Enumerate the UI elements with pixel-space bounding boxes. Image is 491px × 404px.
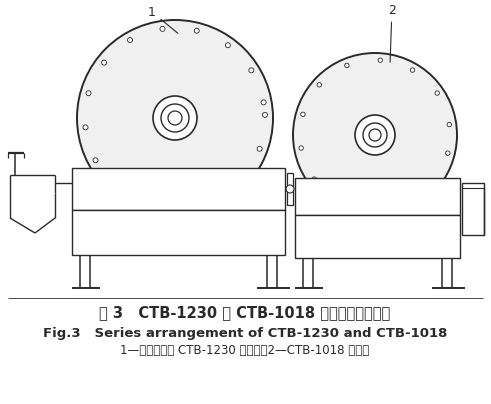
Circle shape bbox=[145, 201, 150, 206]
Bar bbox=[295, 178, 460, 215]
Circle shape bbox=[430, 181, 435, 185]
Circle shape bbox=[93, 158, 98, 163]
Circle shape bbox=[194, 28, 199, 33]
Circle shape bbox=[378, 58, 382, 62]
Circle shape bbox=[357, 200, 393, 236]
Circle shape bbox=[160, 26, 165, 32]
Circle shape bbox=[445, 151, 450, 156]
Text: 2: 2 bbox=[388, 4, 396, 62]
Circle shape bbox=[365, 233, 385, 253]
Circle shape bbox=[370, 238, 380, 248]
Circle shape bbox=[369, 129, 381, 141]
Circle shape bbox=[370, 213, 380, 223]
Circle shape bbox=[447, 122, 451, 127]
Circle shape bbox=[102, 60, 107, 65]
Circle shape bbox=[345, 63, 349, 67]
Circle shape bbox=[83, 125, 88, 130]
Circle shape bbox=[364, 207, 386, 229]
Circle shape bbox=[170, 235, 180, 245]
Circle shape bbox=[338, 199, 342, 204]
Circle shape bbox=[249, 68, 254, 73]
Bar bbox=[72, 168, 285, 210]
Circle shape bbox=[293, 53, 457, 217]
Circle shape bbox=[168, 111, 182, 125]
Circle shape bbox=[300, 112, 305, 116]
Text: 图 3   CTB-1230 与 CTB-1018 磁选机串联配置图: 图 3 CTB-1230 与 CTB-1018 磁选机串联配置图 bbox=[99, 305, 391, 320]
Circle shape bbox=[240, 176, 245, 181]
Circle shape bbox=[257, 146, 262, 151]
Circle shape bbox=[115, 185, 120, 189]
Circle shape bbox=[225, 43, 230, 48]
Bar bbox=[295, 215, 460, 258]
Circle shape bbox=[86, 90, 91, 96]
Circle shape bbox=[286, 185, 294, 193]
Circle shape bbox=[370, 208, 375, 212]
Circle shape bbox=[76, 182, 84, 190]
Text: 1—专门设计的 CTB-1230 磁选机；2—CTB-1018 磁选机: 1—专门设计的 CTB-1230 磁选机；2—CTB-1018 磁选机 bbox=[120, 343, 370, 356]
Circle shape bbox=[161, 104, 189, 132]
Bar bbox=[72, 210, 285, 255]
Circle shape bbox=[299, 146, 303, 150]
Circle shape bbox=[312, 177, 317, 181]
Circle shape bbox=[165, 230, 185, 250]
Bar bbox=[462, 183, 484, 235]
Circle shape bbox=[355, 115, 395, 155]
Circle shape bbox=[77, 20, 273, 216]
Circle shape bbox=[128, 38, 133, 42]
Circle shape bbox=[403, 201, 408, 206]
Circle shape bbox=[212, 196, 217, 201]
Circle shape bbox=[164, 202, 186, 224]
Circle shape bbox=[157, 195, 193, 231]
Circle shape bbox=[435, 91, 439, 95]
Circle shape bbox=[153, 96, 197, 140]
Bar bbox=[287, 173, 293, 205]
Circle shape bbox=[261, 100, 266, 105]
Circle shape bbox=[179, 205, 184, 210]
Circle shape bbox=[363, 123, 387, 147]
Circle shape bbox=[263, 112, 268, 117]
Text: Fig.3   Series arrangement of CTB-1230 and CTB-1018: Fig.3 Series arrangement of CTB-1230 and… bbox=[43, 326, 447, 339]
Text: 1: 1 bbox=[148, 6, 178, 33]
Circle shape bbox=[317, 82, 322, 87]
Circle shape bbox=[170, 208, 180, 218]
Circle shape bbox=[410, 68, 415, 72]
